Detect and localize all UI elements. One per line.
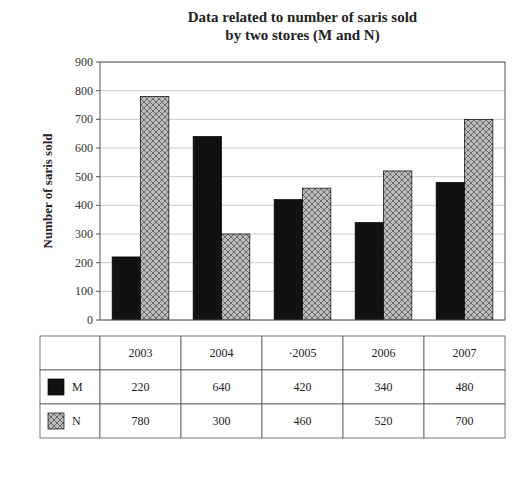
category-label: 2003 <box>129 346 153 360</box>
title-line: Data related to number of saris sold <box>188 9 418 25</box>
y-tick <box>96 262 100 263</box>
legend-swatch <box>48 413 64 429</box>
y-tick <box>96 291 100 292</box>
bar <box>274 200 302 320</box>
y-tick-label: 0 <box>87 313 93 327</box>
bar <box>436 182 464 320</box>
table-cell <box>40 404 100 438</box>
table-value: 520 <box>375 414 393 428</box>
table-cell <box>40 336 100 370</box>
chart-svg: Data related to number of saris sold by t… <box>0 0 517 482</box>
table-cell <box>40 370 100 404</box>
grid: 0 100 200 300 400 500 600 700 800 900 <box>75 55 505 327</box>
bar <box>355 223 383 320</box>
category-label: 2004 <box>210 346 234 360</box>
y-tick <box>96 320 100 321</box>
table-value: 420 <box>294 380 312 394</box>
table-cell <box>424 404 505 438</box>
y-axis-label: Number of saris sold <box>40 133 55 249</box>
bar <box>222 234 250 320</box>
table-value: 460 <box>294 414 312 428</box>
y-tick-label: 400 <box>75 198 93 212</box>
table-cell <box>100 336 181 370</box>
y-tick <box>96 119 100 120</box>
table-value: 700 <box>456 414 474 428</box>
legend-swatch <box>48 379 64 395</box>
table-cell <box>181 370 262 404</box>
table-cell <box>100 370 181 404</box>
table-cell <box>343 336 424 370</box>
y-tick <box>96 205 100 206</box>
y-tick <box>96 148 100 149</box>
bar <box>112 257 140 320</box>
y-tick-label: 800 <box>75 84 93 98</box>
y-tick-label: 900 <box>75 55 93 69</box>
category-label: 2006 <box>372 346 396 360</box>
table-cell <box>262 370 343 404</box>
y-tick <box>96 90 100 91</box>
y-tick-label: 600 <box>75 141 93 155</box>
table-cell <box>343 404 424 438</box>
y-tick-label: 300 <box>75 227 93 241</box>
title-line: by two stores (M and N) <box>225 27 379 44</box>
table-value: 640 <box>213 380 231 394</box>
y-tick-label: 500 <box>75 170 93 184</box>
y-tick-label: 200 <box>75 256 93 270</box>
legend-label: N <box>72 414 81 428</box>
bar <box>193 137 221 320</box>
y-tick-label: 100 <box>75 284 93 298</box>
title: Data related to number of saris sold by t… <box>188 9 418 44</box>
table-value: 300 <box>213 414 231 428</box>
y-tick <box>96 62 100 63</box>
y-tick-label: 700 <box>75 112 93 126</box>
table-value: 340 <box>375 380 393 394</box>
legend-label: M <box>72 380 83 394</box>
bars <box>112 96 493 320</box>
category-label: 2007 <box>453 346 477 360</box>
table-cell <box>262 336 343 370</box>
bar <box>465 119 493 320</box>
table: 2003 2004 ·2005 2006 2007 M 220 640 420 340 480 N 78… <box>40 336 505 438</box>
y-tick <box>96 234 100 235</box>
table-value: 780 <box>132 414 150 428</box>
table-cell <box>424 370 505 404</box>
table-value: 480 <box>456 380 474 394</box>
category-label: ·2005 <box>289 346 317 360</box>
bar <box>384 171 412 320</box>
table-cell <box>343 370 424 404</box>
table-cell <box>181 404 262 438</box>
grid-line <box>100 90 505 91</box>
y-tick <box>96 176 100 177</box>
chart-container: Data related to number of saris sold by t… <box>0 0 517 482</box>
table-cell <box>100 404 181 438</box>
table-cell <box>181 336 262 370</box>
table-cell <box>262 404 343 438</box>
bar <box>141 96 169 320</box>
table-cell <box>424 336 505 370</box>
table-value: 220 <box>132 380 150 394</box>
plot-frame <box>100 62 505 320</box>
bar <box>303 188 331 320</box>
